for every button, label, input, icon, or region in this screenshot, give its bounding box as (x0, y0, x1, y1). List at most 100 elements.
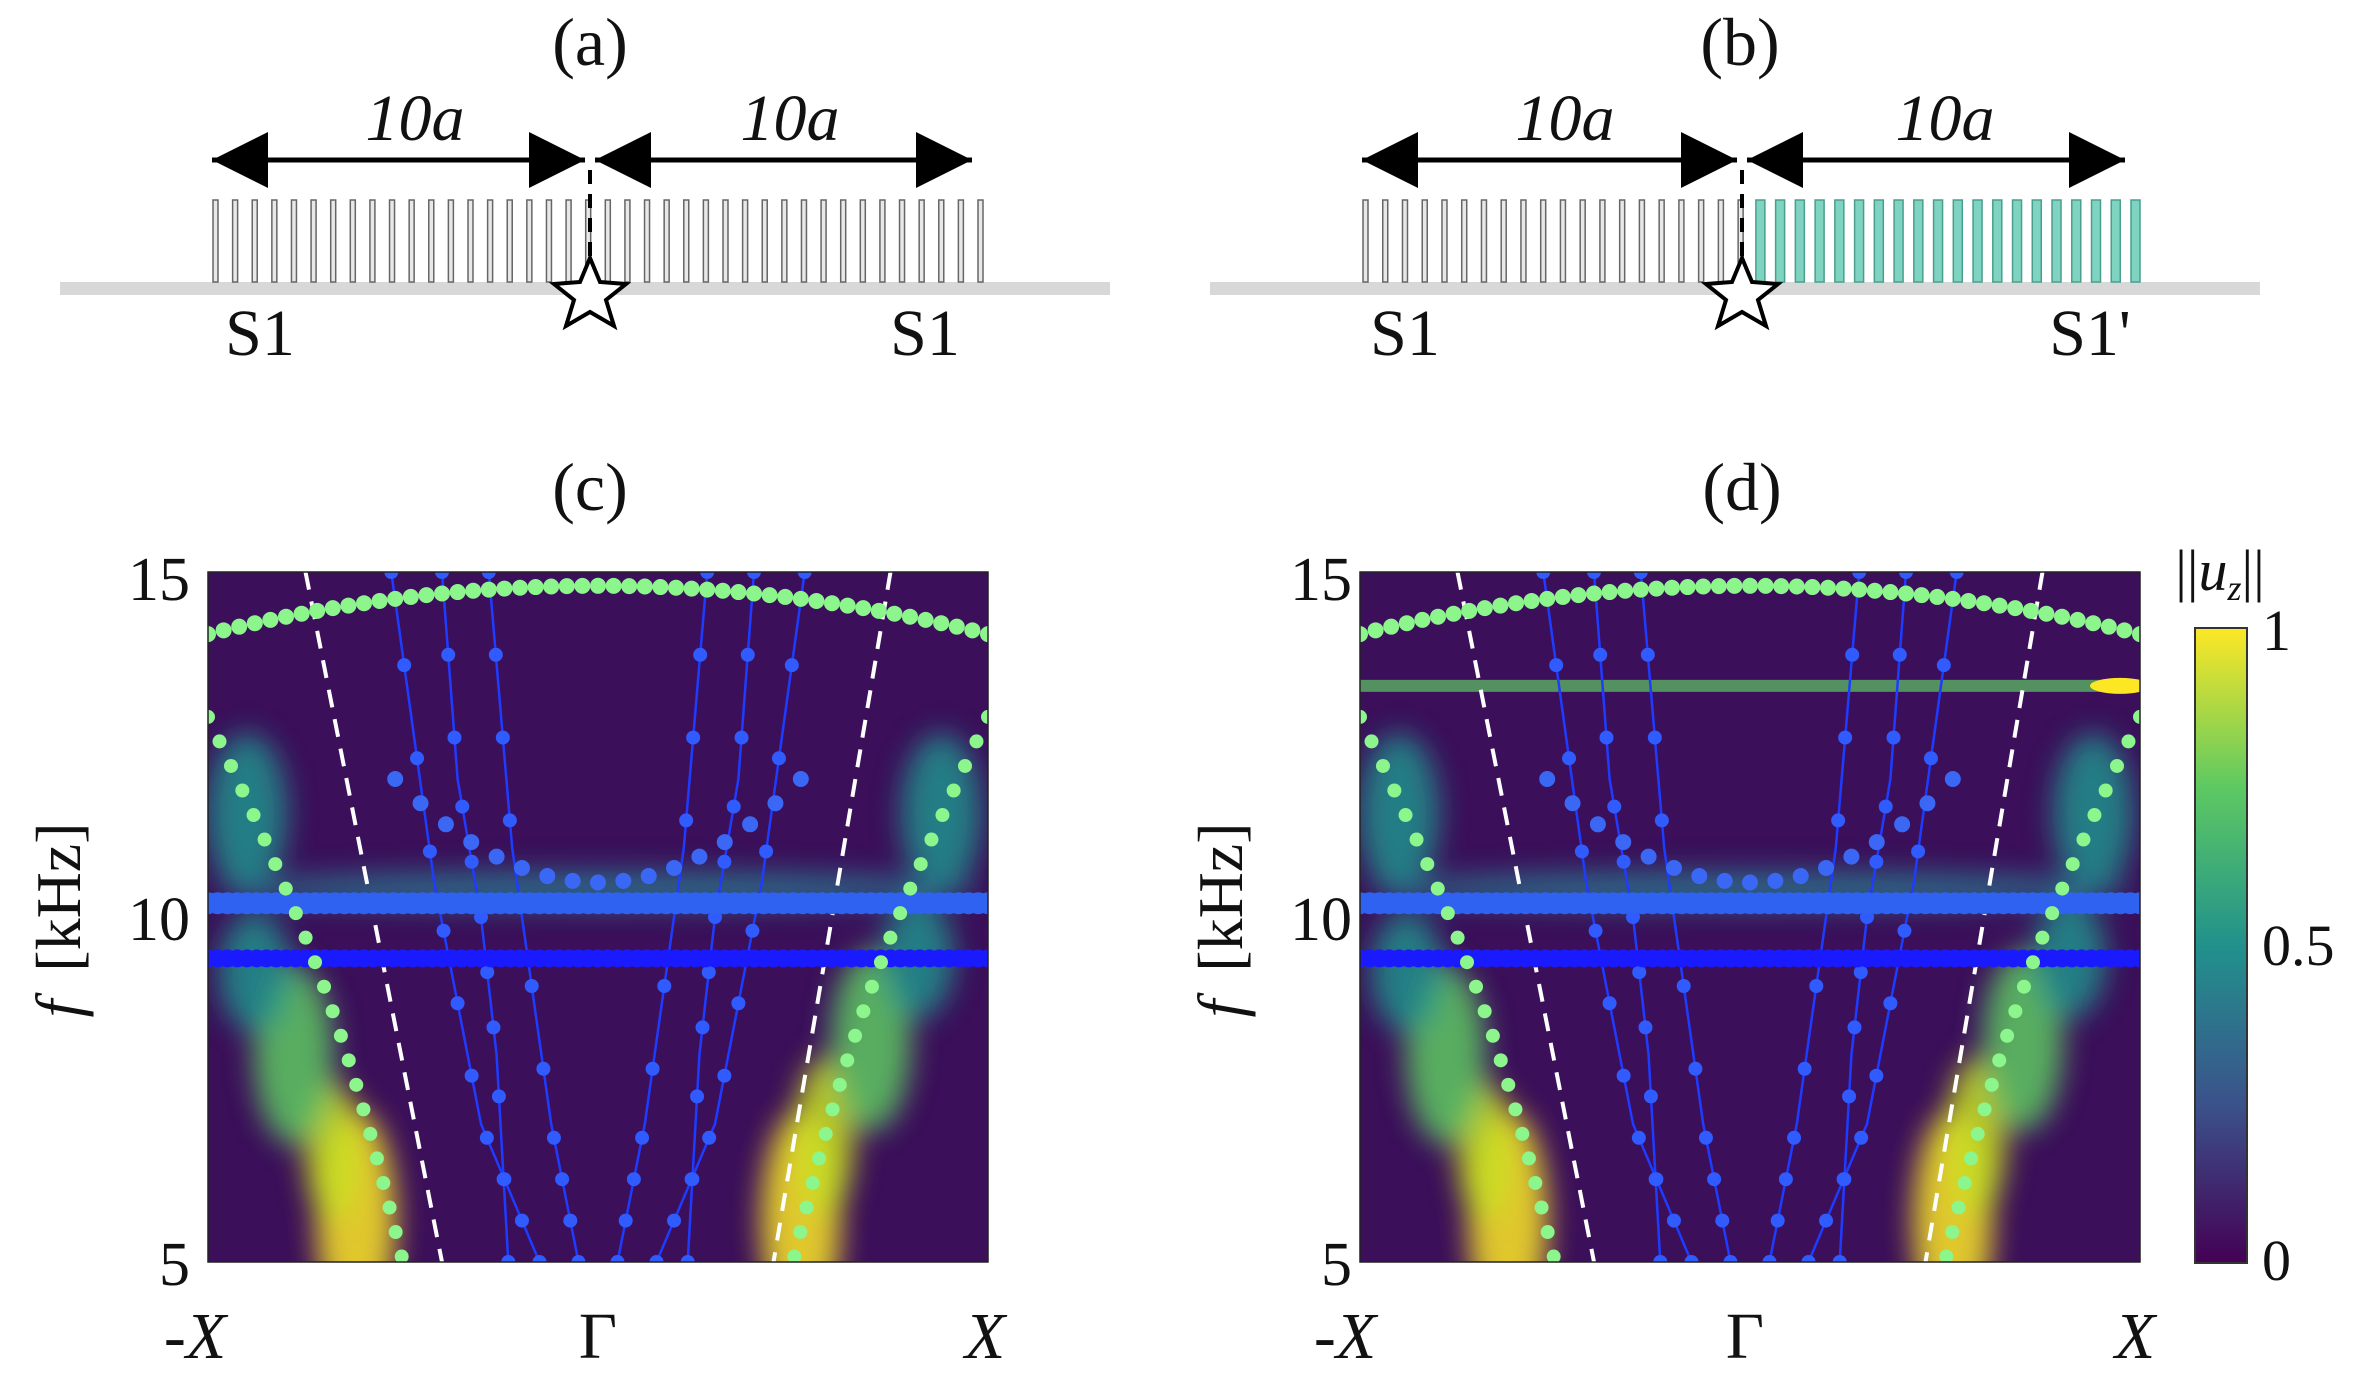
green-marker (1398, 808, 1413, 823)
green-marker (1485, 1028, 1500, 1043)
colorbar-tick-0: 0 (2262, 1228, 2291, 1293)
blue-marker (1638, 1020, 1653, 1035)
x-tick-x: X (962, 1300, 1008, 1373)
resonator (761, 199, 768, 283)
blue-marker (740, 647, 755, 662)
blue-marker (1869, 854, 1884, 869)
green-marker (1539, 590, 1556, 607)
resonator (1441, 199, 1448, 283)
green-marker (333, 1028, 348, 1043)
green-marker (1970, 1126, 1985, 1141)
resonator (388, 199, 396, 283)
resonator (1755, 199, 1766, 283)
blue-marker (1911, 844, 1926, 859)
panel-b: (b) 10a 10a S1 S1' (1210, 4, 2260, 370)
green-marker (1492, 597, 1509, 614)
resonator (1539, 199, 1547, 283)
blue-marker (546, 1130, 561, 1145)
blue-marker (640, 868, 657, 885)
blue-marker (700, 572, 715, 579)
flat-band-upper (1360, 892, 2140, 915)
blue-marker (1787, 1130, 1802, 1145)
resonator (369, 199, 376, 283)
green-marker (2008, 1004, 2023, 1019)
right-span-label: 10a (741, 82, 840, 155)
blue-marker (1762, 1255, 1777, 1262)
resonator (938, 199, 945, 283)
blue-marker (1868, 834, 1885, 851)
resonator (1932, 199, 1944, 283)
blue-marker (1869, 1068, 1884, 1083)
blue-marker (1767, 872, 1784, 889)
blue-marker (513, 859, 530, 876)
green-marker (356, 595, 372, 612)
resonator (859, 199, 867, 283)
right-span-label: 10a (1896, 82, 1995, 155)
colorbar-gradient (2194, 627, 2248, 1264)
green-marker (418, 587, 435, 604)
green-marker (948, 618, 965, 635)
green-marker (924, 832, 939, 847)
green-marker (1476, 600, 1493, 617)
blue-marker (747, 572, 761, 579)
resonator (1460, 199, 1468, 283)
blue-marker (464, 1068, 479, 1083)
blue-marker (1607, 799, 1622, 814)
green-marker (1984, 1077, 1999, 1092)
blue-marker (1742, 874, 1758, 891)
green-marker (1364, 734, 1379, 749)
blue-arc (1539, 771, 1961, 891)
green-marker (893, 906, 908, 921)
green-marker (799, 1200, 814, 1215)
resonator (467, 199, 474, 283)
resonator (1678, 199, 1685, 283)
green-marker (777, 588, 794, 605)
resonator (663, 199, 670, 283)
green-marker (298, 930, 313, 945)
resonator (1717, 199, 1725, 283)
blue-marker (1819, 1213, 1834, 1228)
green-marker (668, 579, 684, 596)
resonator (741, 199, 749, 283)
green-marker (1976, 595, 1992, 612)
svg-text:f [kHz]: f [kHz] (1185, 822, 1256, 1017)
resonator (800, 199, 808, 283)
blue-marker (555, 1172, 570, 1187)
green-marker (980, 626, 988, 643)
blue-marker (1587, 572, 1601, 579)
green-marker (2045, 906, 2060, 921)
blue-marker (1666, 1213, 1681, 1228)
blue-marker (1707, 1172, 1722, 1187)
resonator (545, 199, 553, 283)
blue-marker (463, 834, 480, 851)
flat-band-upper (208, 892, 988, 915)
green-marker (340, 597, 357, 614)
resonator (2071, 199, 2082, 283)
source-star-icon (1700, 252, 1784, 331)
y-axis-symbol: f (23, 992, 94, 1018)
green-marker (1360, 626, 1368, 643)
resonator (820, 199, 827, 283)
blue-marker (481, 572, 496, 579)
flat-band-lower (1360, 949, 2140, 968)
blue-marker (1837, 1172, 1852, 1187)
blue-marker (1845, 647, 1860, 662)
blue-marker (716, 834, 733, 851)
resonator (1992, 199, 2003, 283)
blue-marker (618, 1213, 633, 1228)
resonator (1774, 199, 1786, 283)
blue-marker (1883, 996, 1898, 1011)
green-marker (382, 1200, 397, 1215)
green-marker (2038, 605, 2055, 622)
green-marker (223, 758, 238, 773)
blue-marker (1643, 1089, 1658, 1104)
plot-frame (1359, 571, 2141, 1263)
blue-marker (1949, 572, 1964, 579)
resonator (879, 199, 886, 283)
green-marker (1367, 622, 1384, 639)
green-marker (1773, 578, 1790, 595)
resonator (1618, 199, 1626, 283)
green-marker (683, 580, 700, 597)
blue-marker (536, 1061, 551, 1076)
green-marker (958, 758, 973, 773)
